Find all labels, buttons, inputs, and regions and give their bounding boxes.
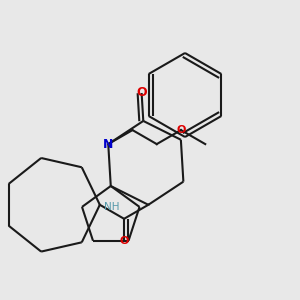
Text: O: O (136, 86, 147, 100)
Text: O: O (176, 125, 186, 135)
Text: N: N (103, 138, 113, 151)
Text: NH: NH (104, 202, 120, 212)
Text: O: O (119, 236, 129, 246)
